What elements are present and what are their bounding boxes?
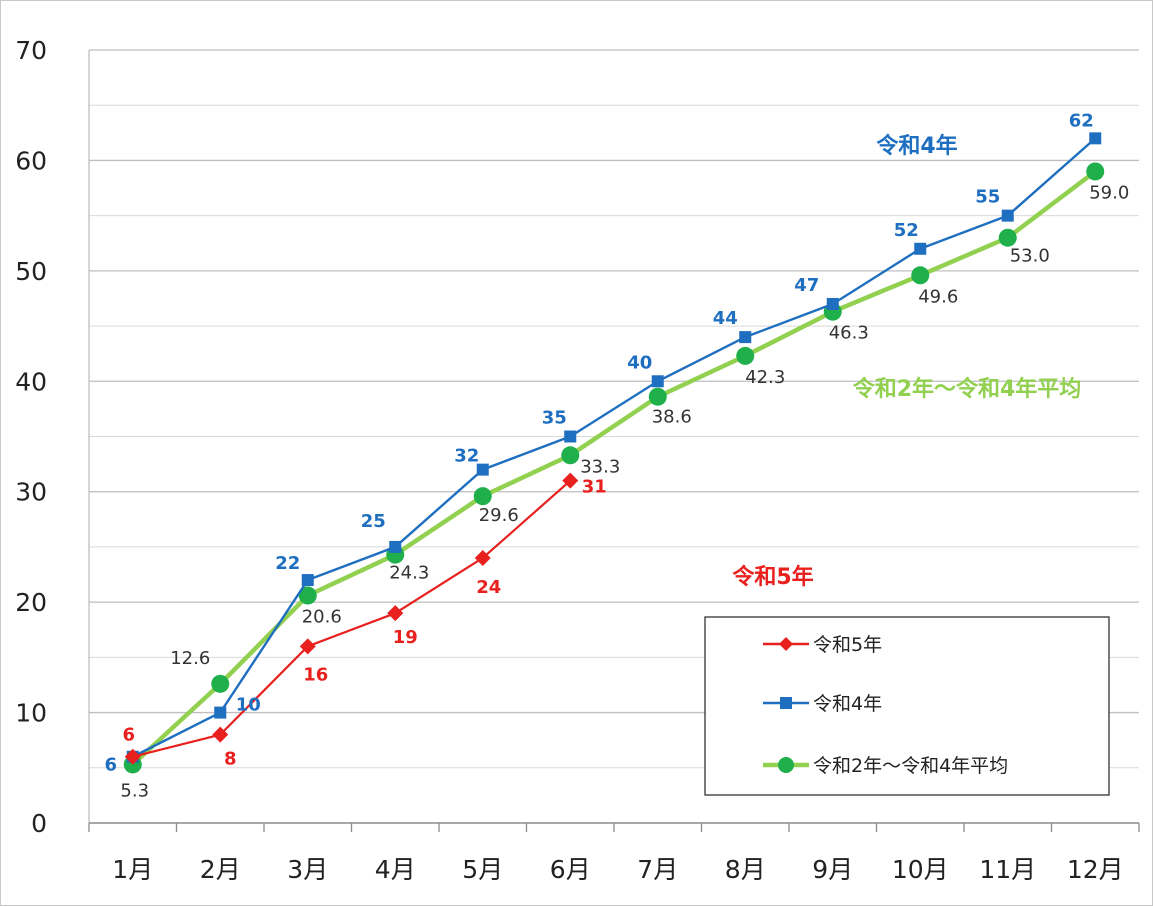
data-label: 59.0 [1089, 182, 1129, 203]
data-point-marker [298, 586, 317, 605]
data-point-marker [998, 228, 1017, 247]
data-label: 19 [393, 627, 418, 648]
data-point-marker [1089, 132, 1102, 145]
data-label: 52 [894, 220, 919, 241]
data-label: 8 [224, 749, 237, 770]
x-tick-label: 7月 [637, 855, 678, 884]
y-tick-label: 0 [31, 809, 47, 838]
y-tick-label: 70 [15, 36, 47, 65]
legend-label: 令和5年 [813, 634, 882, 656]
data-point-marker [389, 540, 402, 553]
data-label: 24 [476, 577, 501, 598]
y-tick-label: 40 [15, 367, 47, 396]
x-tick-label: 2月 [200, 855, 241, 884]
data-label: 33.3 [580, 456, 620, 477]
series-annotation: 令和4年 [876, 133, 957, 159]
series [123, 132, 1105, 774]
y-tick-label: 50 [15, 257, 47, 286]
x-tick-label: 3月 [287, 855, 328, 884]
data-labels: 5.3 12.6 20.6 24.3 29.6 33.3 38.6 42.3 46.3 49.6 5… [104, 110, 1129, 801]
legend-label: 令和2年～令和4年平均 [813, 755, 1008, 777]
y-tick-label: 60 [15, 146, 47, 175]
data-point-marker [1086, 162, 1105, 181]
data-point-marker [124, 748, 141, 765]
data-label: 62 [1069, 110, 1094, 131]
x-tick-label: 1月 [112, 855, 153, 884]
data-label: 31 [582, 477, 607, 498]
data-point-marker [1001, 209, 1014, 222]
x-tick-label: 11月 [979, 855, 1036, 884]
data-point-marker [651, 375, 664, 388]
data-label: 32 [454, 446, 479, 467]
legend-swatch-marker [779, 637, 793, 651]
data-point-marker [826, 297, 839, 310]
data-label: 20.6 [302, 607, 342, 628]
data-point-marker [562, 472, 579, 489]
x-tick-labels: 1月 2月 3月 4月 5月 6月 7月 8月 9月 10月 11月 12月 [112, 855, 1123, 884]
legend-swatch-marker [778, 757, 794, 773]
series-line [132, 479, 571, 758]
series-annotation: 令和5年 [732, 564, 813, 590]
series-annotation: 令和2年～令和4年平均 [853, 376, 1082, 402]
data-label: 6 [104, 755, 117, 776]
y-tick-label: 20 [15, 588, 47, 617]
x-tick-label: 4月 [375, 855, 416, 884]
x-tick-label: 5月 [462, 855, 503, 884]
legend-label: 令和4年 [813, 693, 882, 715]
axes [88, 50, 1140, 832]
data-label: 22 [275, 553, 300, 574]
data-label: 38.6 [652, 407, 692, 428]
data-point-marker [214, 706, 227, 719]
data-label: 12.6 [170, 648, 210, 669]
x-tick-label: 10月 [892, 855, 949, 884]
data-point-marker [473, 487, 492, 506]
data-label: 35 [542, 408, 567, 429]
x-tick-label: 9月 [812, 855, 853, 884]
series-line [132, 137, 1097, 758]
data-label: 53.0 [1010, 246, 1050, 267]
data-point-marker [474, 549, 491, 566]
data-label: 5.3 [120, 780, 149, 801]
data-point-marker [387, 605, 404, 622]
y-tick-label: 30 [15, 478, 47, 507]
y-tick-labels: 0 10 20 30 40 50 60 70 [15, 36, 47, 838]
data-label: 44 [713, 308, 738, 329]
data-point-marker [211, 674, 230, 693]
data-label: 25 [361, 511, 386, 532]
data-point-marker [476, 463, 489, 476]
data-label: 42.3 [745, 367, 785, 388]
data-point-marker [911, 266, 930, 285]
data-label: 29.6 [479, 505, 519, 526]
data-label: 6 [122, 725, 135, 746]
data-label: 49.6 [918, 286, 958, 307]
legend-swatch-marker [780, 697, 792, 709]
data-point-marker [914, 242, 927, 255]
data-label: 55 [975, 187, 1000, 208]
data-label: 47 [794, 275, 819, 296]
data-point-marker [648, 387, 667, 406]
gridlines [89, 49, 1139, 769]
x-tick-label: 6月 [550, 855, 591, 884]
data-label: 24.3 [389, 563, 429, 584]
data-point-marker [301, 574, 314, 587]
x-tick-label: 12月 [1067, 855, 1124, 884]
x-tick-label: 8月 [725, 855, 766, 884]
data-point-marker [736, 346, 755, 365]
data-point-marker [212, 726, 229, 743]
data-label: 10 [236, 695, 261, 716]
y-tick-label: 10 [15, 699, 47, 728]
data-point-marker [299, 638, 316, 655]
series-line [131, 169, 1097, 767]
data-label: 16 [303, 664, 328, 685]
data-point-marker [564, 430, 577, 443]
data-point-marker [561, 446, 580, 465]
data-label: 46.3 [829, 323, 869, 344]
data-point-marker [739, 331, 752, 344]
data-label: 40 [627, 352, 652, 373]
